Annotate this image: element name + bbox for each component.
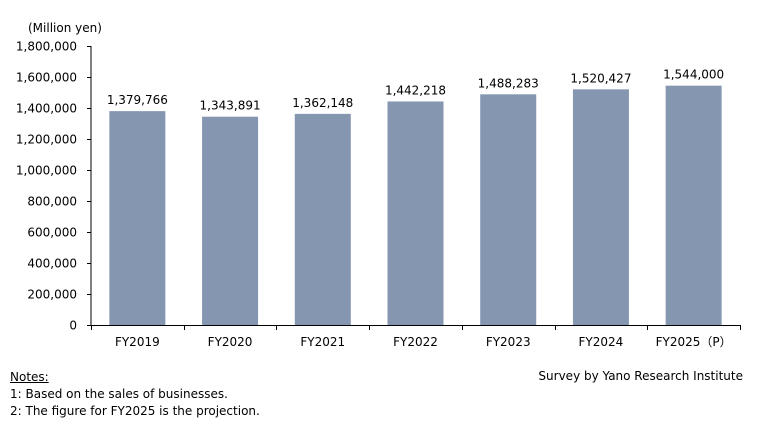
note-1: 1: Based on the sales of businesses. xyxy=(10,387,228,401)
bar xyxy=(109,111,166,326)
value-labels: 1,379,766 1,343,891 1,362,148 1,442,218 1,48… xyxy=(107,68,724,113)
bar xyxy=(665,85,722,326)
y-tick-label: 1,200,000 xyxy=(16,133,77,147)
unit-label: (Million yen) xyxy=(28,21,102,35)
bars xyxy=(109,85,722,326)
bar-value-label: 1,379,766 xyxy=(107,93,168,107)
notes-title: Notes: xyxy=(10,370,49,384)
bar xyxy=(572,89,629,325)
bar-value-label: 1,362,148 xyxy=(292,96,353,110)
bar xyxy=(387,101,444,325)
y-tick-label: 1,000,000 xyxy=(16,164,77,178)
bar xyxy=(294,113,351,325)
bar-chart: (Million yen) 0 200,000 400,000 600,000 800,… xyxy=(16,21,741,349)
x-tick-label: FY2020 xyxy=(208,335,253,349)
x-tick-label: FY2025（P） xyxy=(656,335,732,349)
x-tick-label: FY2019 xyxy=(115,335,160,349)
bar-value-label: 1,520,427 xyxy=(570,71,631,85)
bar-value-label: 1,488,283 xyxy=(478,76,539,90)
y-tick-label: 400,000 xyxy=(27,257,77,271)
y-tick-label: 1,400,000 xyxy=(16,102,77,116)
x-tick-label: FY2023 xyxy=(486,335,531,349)
y-tick-label: 800,000 xyxy=(27,195,77,209)
notes: Notes: 1: Based on the sales of business… xyxy=(10,369,260,420)
y-tick-label: 0 xyxy=(69,319,77,333)
y-tick-label: 600,000 xyxy=(27,226,77,240)
x-tick-label: FY2024 xyxy=(579,335,624,349)
x-tick-label: FY2021 xyxy=(300,335,345,349)
source-credit: Survey by Yano Research Institute xyxy=(538,369,743,383)
y-tick-label: 200,000 xyxy=(27,288,77,302)
bar xyxy=(202,116,259,325)
y-tick-label: 1,800,000 xyxy=(16,40,77,54)
bar-value-label: 1,343,891 xyxy=(200,99,261,113)
y-axis: 0 200,000 400,000 600,000 800,000 1,000,000 1,… xyxy=(16,40,92,333)
bar-value-label: 1,442,218 xyxy=(385,83,446,97)
x-axis: FY2019 FY2020 FY2021 FY2022 FY2023 FY2024 FY20… xyxy=(91,325,741,349)
x-tick-label: FY2022 xyxy=(393,335,438,349)
bar xyxy=(480,94,537,325)
bar-value-label: 1,544,000 xyxy=(663,68,724,82)
note-2: 2: The figure for FY2025 is the projecti… xyxy=(10,404,260,418)
y-tick-label: 1,600,000 xyxy=(16,71,77,85)
